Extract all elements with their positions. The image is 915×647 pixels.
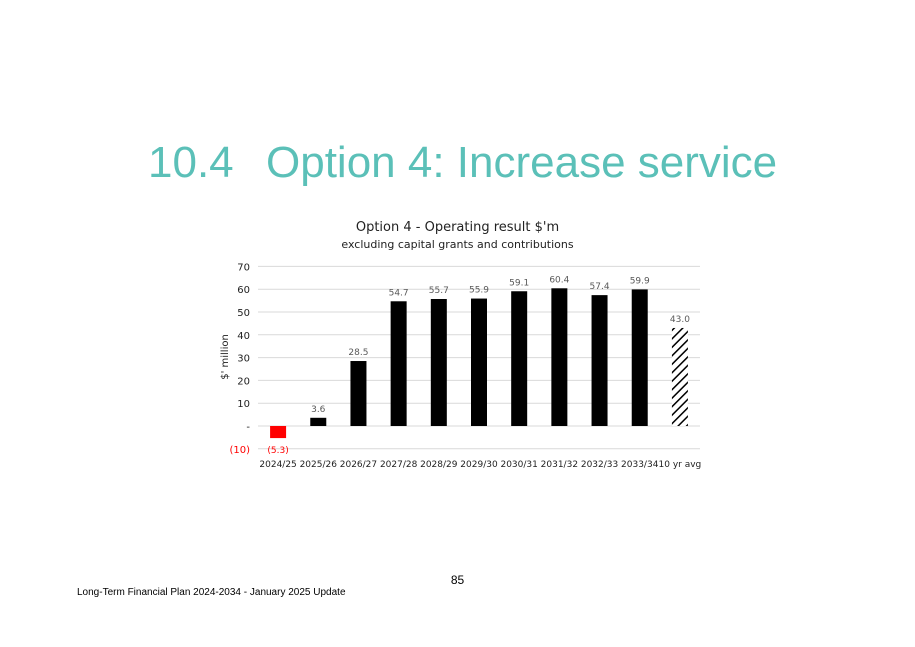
bar: [671, 327, 688, 426]
data-label: 43.0: [670, 315, 690, 325]
bar: [270, 426, 287, 439]
footer-text: Long-Term Financial Plan 2024-2034 - Jan…: [77, 587, 346, 598]
y-tick-label: 30: [237, 354, 250, 365]
chart-subtitle: excluding capital grants and contributio…: [341, 238, 574, 251]
data-labels: (5.3) 3.6 28.5 54.7 55.7 55.9 59.1 60.4 57.4 59.9…: [267, 275, 690, 456]
x-tick-label: 2032/33: [581, 460, 618, 470]
x-tick-label: 2033/34: [621, 460, 659, 470]
data-label: 3.6: [311, 405, 326, 415]
x-tick-label: 2027/28: [380, 460, 418, 470]
data-label: 60.4: [549, 275, 569, 285]
bar: [551, 288, 568, 426]
data-label: 59.1: [509, 278, 529, 288]
x-tick-label: 2031/32: [541, 460, 578, 470]
x-axis-ticks: 2024/25 2025/26 2026/27 2027/28 2028/29 2029/…: [259, 460, 701, 470]
y-tick-label: 50: [237, 308, 250, 319]
data-label: 55.9: [469, 286, 489, 296]
bar: [350, 361, 367, 426]
x-tick-label: 2024/25: [259, 460, 296, 470]
grid-lines: [258, 265, 700, 450]
section-heading: 10.4 Option 4: Increase service: [148, 138, 777, 188]
bar: [511, 291, 528, 426]
y-tick-label: 60: [237, 285, 250, 296]
bar: [471, 298, 487, 426]
x-tick-label: 2028/29: [420, 460, 458, 470]
x-tick-label: 2026/27: [340, 460, 377, 470]
bar: [591, 295, 608, 426]
bar: [310, 417, 327, 426]
y-tick-label: (10): [229, 445, 250, 456]
chart-title: Option 4 - Operating result $'m: [355, 220, 560, 235]
y-tick-label: 20: [237, 376, 250, 387]
x-tick-label: 2029/30: [460, 460, 498, 470]
bars: [270, 288, 688, 439]
data-label: (5.3): [267, 446, 288, 456]
bar: [631, 289, 648, 426]
bar: [390, 301, 407, 426]
y-axis-ticks: (10) - 10 20 30 40 50 60 70: [229, 262, 250, 455]
y-axis-label: $' million: [220, 334, 231, 380]
data-label: 57.4: [590, 282, 610, 292]
y-tick-label: -: [246, 422, 250, 433]
bar: [430, 299, 447, 426]
data-label: 28.5: [348, 348, 368, 358]
data-label: 55.7: [429, 286, 449, 296]
y-tick-label: 40: [237, 331, 250, 342]
data-label: 59.9: [630, 276, 650, 286]
x-tick-label: 2030/31: [500, 460, 537, 470]
data-label: 54.7: [389, 288, 409, 298]
x-tick-label: 10 yr avg: [659, 460, 702, 470]
y-tick-label: 10: [237, 399, 250, 410]
section-title: Option 4: Increase service: [266, 138, 778, 187]
y-tick-label: 70: [237, 262, 250, 273]
section-number: 10.4: [148, 138, 234, 187]
page-number: 85: [450, 573, 465, 587]
x-tick-label: 2025/26: [300, 460, 338, 470]
